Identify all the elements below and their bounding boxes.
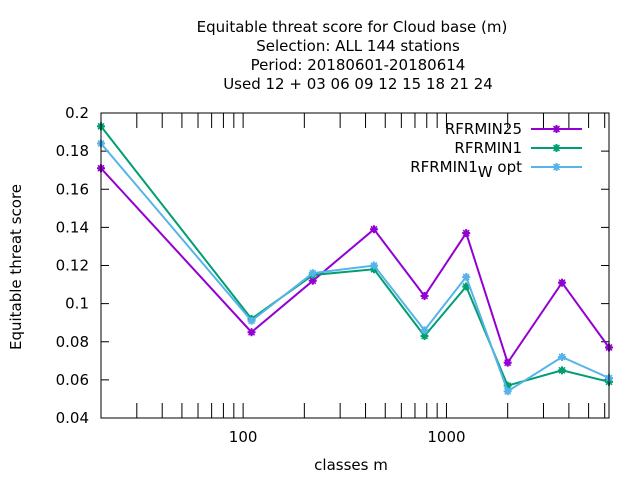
data-point: [369, 261, 378, 270]
series-line: [100, 167, 610, 365]
series-layer: [97, 122, 613, 396]
data-point: [462, 272, 471, 281]
data-point: [503, 387, 512, 396]
data-point: [308, 269, 317, 278]
series-line: [100, 125, 610, 387]
y-axis-label: Equitable threat score: [7, 184, 25, 350]
title-line-1: Equitable threat score for Cloud base (m…: [197, 18, 508, 36]
y-tick-label: 0.08: [56, 333, 89, 351]
data-point: [558, 278, 567, 287]
legend-item: RFRMIN25: [445, 120, 582, 138]
x-axis-label: classes m: [314, 456, 388, 474]
data-point: [558, 366, 567, 375]
data-point: [308, 276, 317, 285]
legend-item: RFRMIN1: [454, 139, 582, 157]
x-tick-label: 1000: [427, 428, 465, 446]
data-point: [462, 229, 471, 238]
y-tick-label: 0.16: [56, 180, 89, 198]
y-tick-label: 0.2: [65, 104, 89, 122]
series-1: [97, 164, 613, 367]
legend-label: RFRMIN1: [454, 139, 522, 157]
y-tick-label: 0.14: [56, 218, 89, 236]
legend-label: RFRMIN25: [445, 120, 522, 138]
title-line-3: Period: 20180601-20180614: [251, 56, 466, 74]
data-point: [503, 358, 512, 367]
legend-label: RFRMIN1W opt: [410, 158, 522, 181]
y-tick-label: 0.04: [56, 409, 89, 427]
legend-marker: [552, 144, 561, 152]
series-3: [97, 139, 613, 396]
tick-labels: 0.04 0.06 0.08 0.1 0.12 0.14 0.16 0.18 0.2 100 100…: [56, 104, 466, 446]
data-point: [420, 326, 429, 335]
plot-area: [100, 112, 610, 419]
title-line-2: Selection: ALL 144 stations: [256, 37, 460, 55]
chart-title: Equitable threat score for Cloud base (m…: [197, 18, 508, 93]
series-line: [100, 142, 610, 393]
y-tick-label: 0.1: [65, 295, 89, 313]
title-line-4: Used 12 + 03 06 09 12 15 18 21 24: [223, 75, 493, 93]
data-point: [247, 316, 256, 325]
legend-marker: [552, 163, 561, 171]
x-tick-label: 100: [229, 428, 258, 446]
data-point: [558, 353, 567, 361]
y-tick-label: 0.18: [56, 142, 89, 160]
legend-marker: [552, 125, 561, 133]
y-tick-label: 0.12: [56, 257, 89, 275]
legend-item: RFRMIN1W opt: [410, 158, 582, 181]
y-tick-label: 0.06: [56, 371, 89, 389]
data-point: [369, 225, 378, 234]
series-2: [97, 122, 613, 390]
axis-ticks: [101, 112, 609, 419]
data-point: [420, 292, 429, 300]
data-point: [247, 328, 256, 337]
